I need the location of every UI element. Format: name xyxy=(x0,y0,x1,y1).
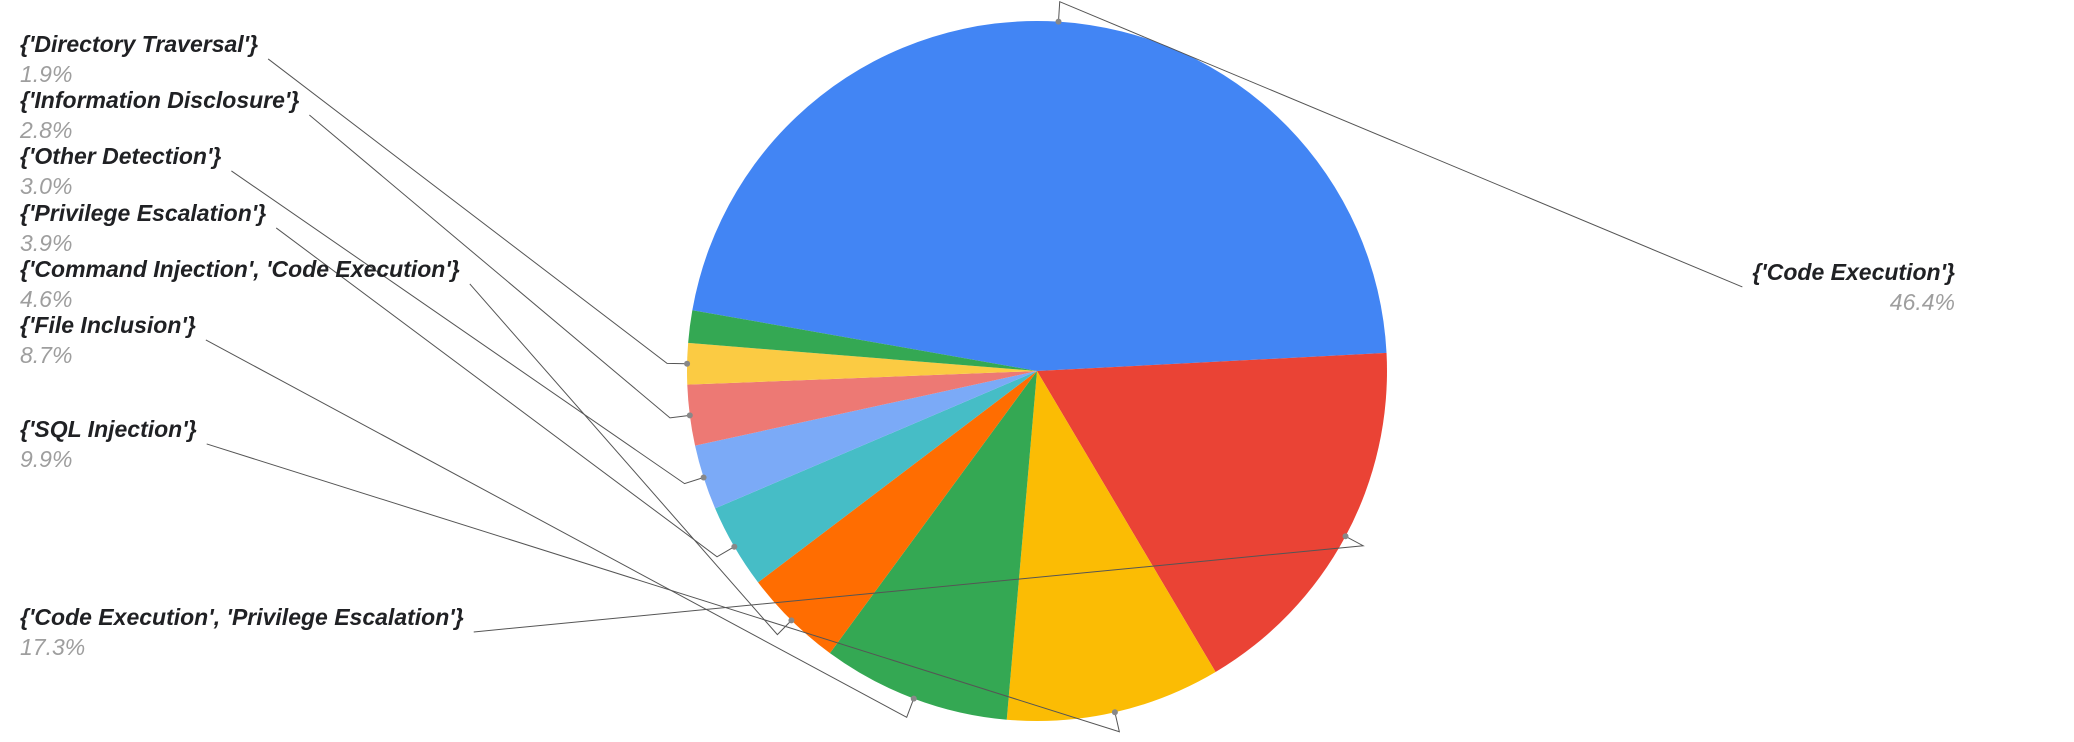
slice-label-name: {'Privilege Escalation'} xyxy=(20,200,266,226)
leader-anchor-dot xyxy=(701,475,707,481)
pie-chart: {'Code Execution'} 46.4% {'Code Execution'… xyxy=(0,0,2074,742)
slice-label-name: {'Code Execution'} xyxy=(1752,259,1955,285)
leader-anchor-dot xyxy=(687,412,693,418)
slice-label-pct: 17.3% xyxy=(20,634,85,660)
leader-anchor-dot xyxy=(1112,709,1118,715)
slice-label-name: {'Code Execution', 'Privilege Escalation… xyxy=(20,604,464,630)
leader-anchor-dot xyxy=(1343,533,1349,539)
slice-label-name: {'Other Detection'} xyxy=(20,143,221,169)
leader-anchor-dot xyxy=(731,544,737,550)
slice-label-name: {'Information Disclosure'} xyxy=(20,87,299,113)
leader-anchor-dot xyxy=(911,696,917,702)
slice-label-name: {'SQL Injection'} xyxy=(20,416,197,442)
pie-chart-svg: {'Code Execution'} 46.4% {'Code Execution'… xyxy=(0,0,2074,742)
slice-label-pct: 1.9% xyxy=(20,61,72,87)
leader-anchor-dot xyxy=(1055,19,1061,25)
slice-label-pct: 3.9% xyxy=(20,230,72,256)
slice-label-pct: 4.6% xyxy=(20,286,72,312)
slice-label-pct: 2.8% xyxy=(19,117,72,143)
slice-label-pct: 9.9% xyxy=(20,446,72,472)
slice-label-pct: 8.7% xyxy=(20,342,72,368)
slice-label-name: {'Directory Traversal'} xyxy=(20,31,258,57)
leader-anchor-dot xyxy=(684,361,690,367)
slice-label-pct: 46.4% xyxy=(1890,289,1955,315)
slice-label-pct: 3.0% xyxy=(20,173,72,199)
leader-anchor-dot xyxy=(788,617,794,623)
slice-label-name: {'Command Injection', 'Code Execution'} xyxy=(20,256,460,282)
slice-label-name: {'File Inclusion'} xyxy=(20,312,196,338)
